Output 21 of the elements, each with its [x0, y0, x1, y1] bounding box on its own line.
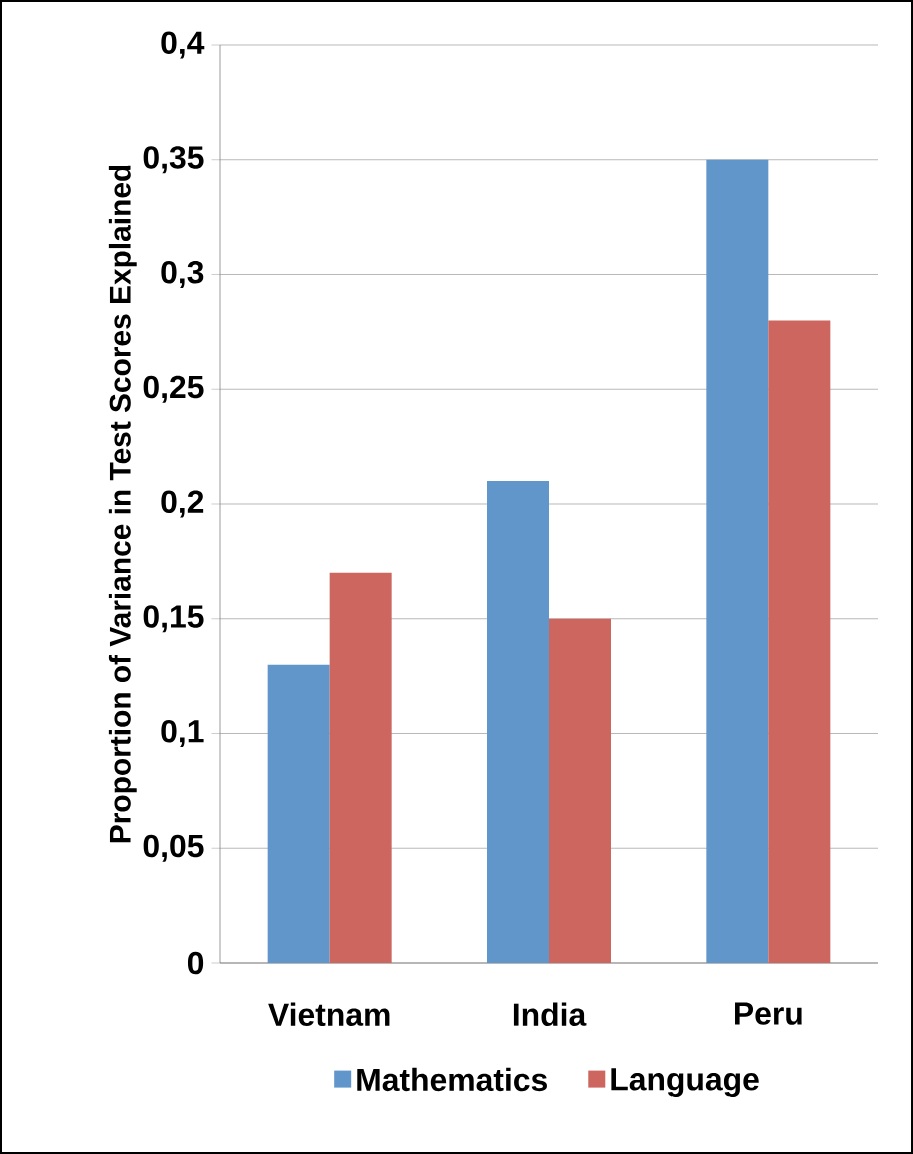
- bar: [549, 618, 611, 963]
- y-tick-label: 0,25: [143, 375, 204, 403]
- bar: [267, 664, 330, 963]
- legend-label: Mathematics: [357, 1067, 547, 1092]
- x-tick-label: India: [513, 1002, 587, 1026]
- bar: [487, 481, 549, 963]
- y-axis-title: Proportion of Variance in Test Scores Explained: [108, 165, 137, 843]
- y-tick-label: 0,05: [143, 834, 204, 862]
- y-tick-label: 0,1: [161, 719, 204, 748]
- y-tick-label: 0,4: [161, 31, 205, 59]
- y-tick-label: 0,3: [161, 260, 204, 289]
- bar: [706, 159, 769, 963]
- y-tick-label: 0: [187, 951, 204, 975]
- y-tick-label: 0,35: [143, 146, 204, 174]
- bar: [768, 320, 831, 963]
- x-tick-label: Peru: [735, 1002, 802, 1025]
- y-tick-label: 0,2: [161, 490, 204, 518]
- x-tick-label: Vietnam: [268, 1002, 390, 1026]
- y-tick-label: 0,15: [143, 605, 204, 633]
- bar: [329, 572, 392, 963]
- legend-label: Language: [611, 1068, 759, 1098]
